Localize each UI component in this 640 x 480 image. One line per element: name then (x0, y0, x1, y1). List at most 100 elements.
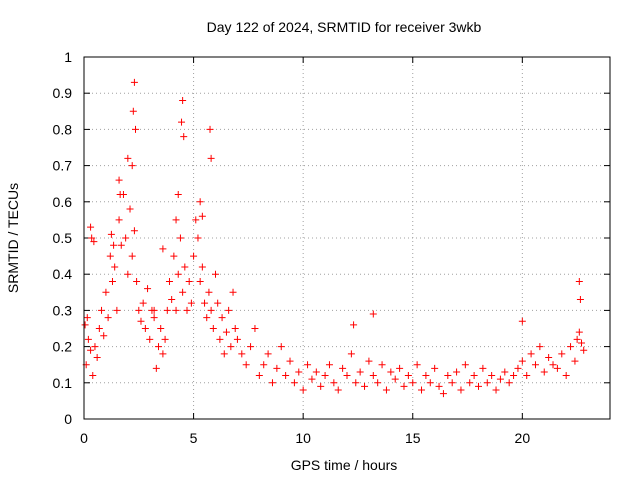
data-point (475, 382, 482, 390)
y-tick-label: 0.5 (53, 230, 73, 246)
data-point (527, 350, 535, 358)
data-point (479, 364, 487, 372)
data-point (180, 133, 188, 141)
data-point (87, 346, 95, 354)
data-point (488, 372, 496, 380)
data-point (113, 306, 121, 314)
data-point (122, 234, 130, 242)
data-point (161, 335, 169, 343)
data-point (457, 386, 465, 394)
data-point (562, 372, 570, 380)
y-axis-label: SRMTID / TECUs (5, 183, 21, 293)
data-point (159, 245, 167, 253)
data-point (299, 386, 307, 394)
data-point (179, 288, 187, 296)
data-point (201, 299, 209, 307)
data-point (444, 372, 452, 380)
data-point (378, 361, 386, 369)
chart-title: Day 122 of 2024, SRMTID for receiver 3wk… (207, 19, 482, 35)
x-tick-label: 10 (295, 430, 311, 446)
data-point (104, 314, 112, 322)
y-tick-label: 0.9 (53, 85, 73, 101)
data-point (172, 306, 180, 314)
data-point (205, 288, 213, 296)
data-point (295, 368, 303, 376)
data-point (466, 379, 474, 387)
data-point (139, 299, 147, 307)
data-point (124, 270, 132, 278)
y-tick-label: 0.7 (53, 158, 73, 174)
data-point (567, 343, 575, 351)
data-point (163, 306, 171, 314)
x-axis-label: GPS time / hours (291, 457, 398, 473)
data-point (356, 368, 364, 376)
data-point (321, 372, 329, 380)
data-point (413, 361, 421, 369)
data-point (198, 263, 206, 271)
data-point (350, 321, 358, 329)
data-point (137, 317, 145, 325)
data-point (330, 379, 338, 387)
x-tick-label: 20 (515, 430, 531, 446)
data-point (130, 227, 138, 235)
data-point (124, 154, 132, 162)
data-point (179, 96, 187, 104)
data-point (514, 364, 522, 372)
data-point (573, 335, 581, 343)
data-point (218, 314, 226, 322)
data-point (115, 216, 123, 224)
data-point (286, 357, 294, 365)
data-point (216, 335, 224, 343)
data-point (181, 263, 189, 271)
data-point (496, 375, 504, 383)
data-point (505, 379, 513, 387)
data-point (108, 277, 116, 285)
data-point (183, 306, 191, 314)
data-point (277, 343, 285, 351)
data-point (214, 299, 222, 307)
data-point (483, 379, 491, 387)
data-point (207, 306, 215, 314)
data-point (290, 379, 298, 387)
data-point (93, 353, 101, 361)
data-point (374, 379, 382, 387)
data-point (523, 372, 531, 380)
y-tick-label: 0.2 (53, 339, 73, 355)
data-point (102, 288, 110, 296)
data-point (531, 361, 539, 369)
data-point (159, 350, 167, 358)
data-point (347, 350, 355, 358)
data-point (304, 361, 312, 369)
data-point (98, 306, 106, 314)
data-point (100, 332, 108, 340)
data-point (81, 321, 89, 329)
data-point (128, 252, 136, 260)
data-point (146, 335, 154, 343)
data-point (190, 252, 198, 260)
data-point (501, 368, 509, 376)
data-point (492, 386, 500, 394)
data-point (255, 372, 263, 380)
data-point (510, 372, 518, 380)
data-point (518, 317, 526, 325)
data-point (448, 379, 456, 387)
data-point (144, 285, 152, 293)
data-point (553, 364, 561, 372)
data-point (174, 270, 182, 278)
data-point (220, 350, 228, 358)
data-point (391, 375, 399, 383)
data-point (194, 234, 202, 242)
x-tick-label: 0 (80, 430, 88, 446)
data-point (206, 125, 214, 133)
data-point (558, 350, 566, 358)
plot-frame (83, 56, 611, 420)
data-point (282, 372, 290, 380)
data-point (198, 212, 206, 220)
data-point (225, 306, 233, 314)
data-point (264, 350, 272, 358)
data-point (273, 364, 281, 372)
data-point (135, 306, 143, 314)
data-point (409, 379, 417, 387)
data-point (369, 310, 377, 318)
data-point (95, 325, 103, 332)
